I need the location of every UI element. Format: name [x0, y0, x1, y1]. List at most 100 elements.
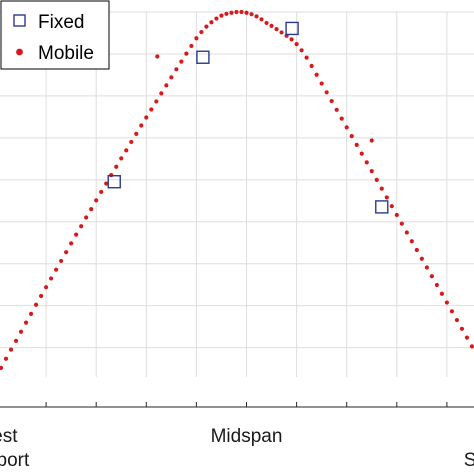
mobile-point	[44, 285, 49, 290]
mobile-point	[124, 148, 129, 153]
mobile-point	[369, 169, 374, 174]
mobile-point	[18, 329, 24, 334]
mobile-point	[419, 256, 424, 261]
mobile-point	[344, 125, 349, 130]
mobile-point	[224, 11, 229, 16]
mobile-point	[209, 20, 214, 25]
mobile-point	[339, 116, 344, 121]
x-tick-label: Support	[0, 450, 30, 471]
mobile-point	[414, 247, 419, 253]
mobile-point	[464, 335, 470, 340]
x-tick-label: West	[0, 426, 18, 447]
mobile-point	[194, 36, 199, 41]
mobile-point	[54, 267, 59, 272]
mobile-point	[0, 365, 4, 370]
mobile-point	[38, 293, 44, 299]
mobile-point	[28, 311, 34, 316]
mobile-point	[174, 67, 179, 72]
mobile-point	[199, 29, 204, 35]
mobile-point	[114, 164, 119, 169]
mobile-point	[154, 99, 159, 104]
mobile-point	[69, 241, 74, 246]
mobile-point	[309, 63, 314, 69]
x-tick-label: Midspan	[211, 426, 283, 447]
mobile-series	[0, 9, 474, 370]
mobile-point	[269, 23, 274, 28]
legend-fixed-label: Fixed	[38, 12, 84, 33]
mobile-point	[304, 55, 309, 60]
mobile-point	[164, 83, 169, 88]
mobile-point	[13, 338, 19, 343]
mobile-point	[444, 300, 449, 305]
mobile-point	[189, 43, 194, 49]
mobile-point	[429, 274, 434, 279]
mobile-point	[214, 16, 219, 21]
legend-mobile-label: Mobile	[38, 43, 94, 64]
mobile-point	[89, 207, 94, 212]
mobile-point	[424, 265, 429, 270]
mobile-point	[74, 232, 79, 237]
mobile-point	[64, 250, 69, 255]
mobile-point	[454, 317, 460, 323]
fixed-point	[196, 50, 210, 64]
mobile-point	[129, 139, 134, 145]
mobile-point	[274, 27, 279, 32]
mobile-point	[294, 42, 299, 47]
mobile-point	[159, 91, 164, 96]
mobile-point	[134, 131, 139, 137]
mobile-point	[389, 204, 394, 209]
mobile-point	[384, 195, 389, 200]
mobile-point	[364, 160, 369, 165]
fixed-point	[375, 200, 389, 214]
mobile-point	[33, 302, 39, 307]
mobile-point	[84, 215, 89, 220]
mobile-point	[8, 347, 14, 352]
mobile-point	[289, 37, 294, 42]
mobile-point	[219, 13, 224, 18]
mobile-point	[179, 59, 184, 64]
mobile-point	[144, 115, 149, 120]
mobile-point	[404, 230, 409, 235]
mobile-point	[79, 224, 84, 229]
mobile-point	[249, 12, 254, 17]
mobile-point	[279, 30, 284, 35]
mobile-point	[119, 156, 124, 161]
mobile-point	[319, 81, 324, 86]
mobile-point	[49, 276, 54, 281]
mobile-point	[99, 189, 104, 195]
mobile-point	[314, 72, 319, 77]
x-tick-label: Support	[464, 450, 474, 471]
mobile-point	[369, 138, 374, 143]
mobile-point	[204, 24, 209, 29]
mobile-point	[374, 177, 379, 182]
mobile-point	[409, 239, 414, 244]
mobile-point	[104, 181, 109, 186]
legend-mobile-marker	[16, 48, 23, 56]
mobile-point	[234, 9, 239, 15]
mobile-point	[434, 282, 439, 288]
mobile-point	[324, 90, 329, 95]
mobile-point	[469, 344, 474, 349]
mobile-point	[329, 98, 334, 104]
mobile-point	[334, 107, 339, 112]
mobile-point	[349, 134, 354, 139]
mobile-point	[184, 51, 189, 56]
mobile-point	[449, 309, 455, 314]
mobile-point	[149, 107, 154, 112]
fixed-series	[107, 21, 389, 214]
mobile-point	[155, 54, 160, 59]
mobile-point	[23, 320, 29, 325]
legend: Fixed Mobile	[0, 0, 110, 70]
mobile-point	[259, 17, 264, 22]
mobile-point	[359, 151, 364, 156]
legend-fixed-marker	[13, 14, 26, 27]
x-tick-labels: WestSupportMidspanEastSupport	[0, 426, 474, 471]
mobile-point	[94, 198, 99, 203]
mobile-point	[394, 212, 399, 218]
mobile-point	[264, 20, 269, 26]
mobile-point	[399, 221, 404, 226]
fixed-point	[107, 175, 121, 189]
fixed-point	[285, 21, 299, 36]
mobile-point	[439, 291, 444, 296]
